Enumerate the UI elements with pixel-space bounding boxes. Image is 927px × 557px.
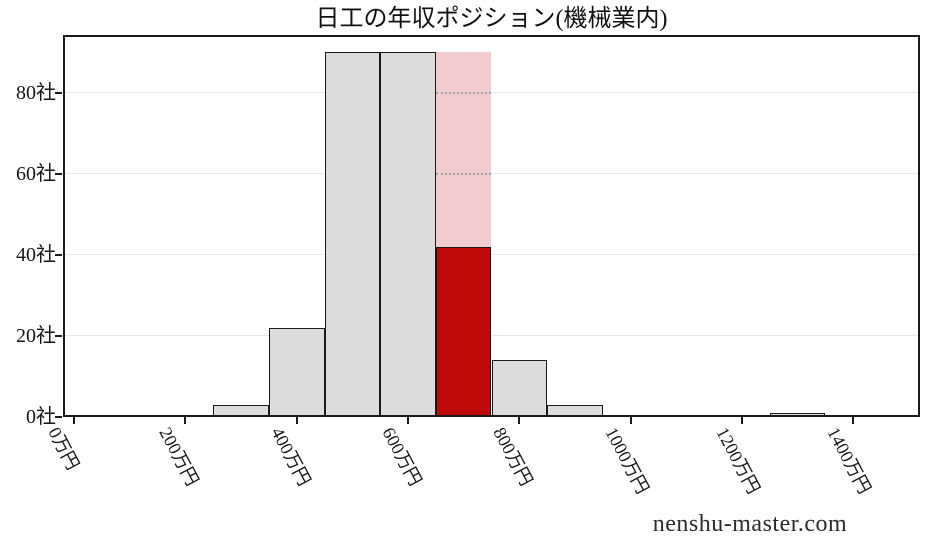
gridline [63, 335, 920, 337]
watermark: nenshu-master.com [652, 511, 848, 537]
x-axis-tick-label: 800万円 [489, 424, 537, 490]
x-axis-tick [73, 417, 76, 424]
y-axis-tick-label: 80社 [16, 81, 56, 104]
chart-title: 日工の年収ポジション(機械業内) [315, 6, 668, 32]
y-axis-tick [55, 172, 62, 175]
x-axis-tick-label: 1400万円 [823, 424, 876, 497]
y-axis-tick-label: 40社 [16, 243, 56, 266]
y-axis-tick [55, 253, 62, 256]
histogram-bar [268, 327, 325, 417]
x-axis-tick-label: 600万円 [378, 424, 426, 490]
histogram-bar [213, 404, 269, 417]
y-axis-tick-label: 20社 [16, 324, 56, 347]
y-axis-tick [55, 416, 62, 418]
histogram-bar [324, 52, 381, 417]
histogram-bar [547, 404, 603, 417]
dotted-gridline [435, 172, 492, 175]
x-axis-tick [740, 417, 743, 424]
y-axis-tick-label: 60社 [16, 162, 56, 185]
x-axis-tick-label: 1200万円 [712, 424, 764, 497]
x-axis-tick [184, 417, 187, 424]
x-axis-tick-label: 400万円 [267, 424, 315, 490]
x-axis-tick-label: 1000万円 [600, 424, 653, 497]
x-axis-tick [629, 417, 632, 424]
x-axis-tick-label: 200万円 [155, 424, 203, 490]
plot-area [63, 35, 920, 417]
y-axis-tick [55, 91, 62, 94]
x-axis-tick [407, 417, 410, 424]
x-axis-tick [295, 417, 298, 424]
y-axis-tick-label: 0社 [26, 406, 56, 428]
y-axis-tick [55, 334, 62, 337]
histogram-bar [769, 412, 826, 417]
dotted-gridline [435, 91, 492, 94]
histogram-bar [491, 360, 548, 417]
x-axis-tick-label: 0万円 [44, 424, 84, 474]
gridline [63, 173, 920, 175]
highlight-value-bar [435, 246, 492, 417]
gridline [63, 254, 920, 256]
histogram-bar [380, 52, 436, 417]
gridline [63, 92, 920, 94]
x-axis-tick [518, 417, 521, 424]
x-axis-tick [852, 417, 855, 424]
